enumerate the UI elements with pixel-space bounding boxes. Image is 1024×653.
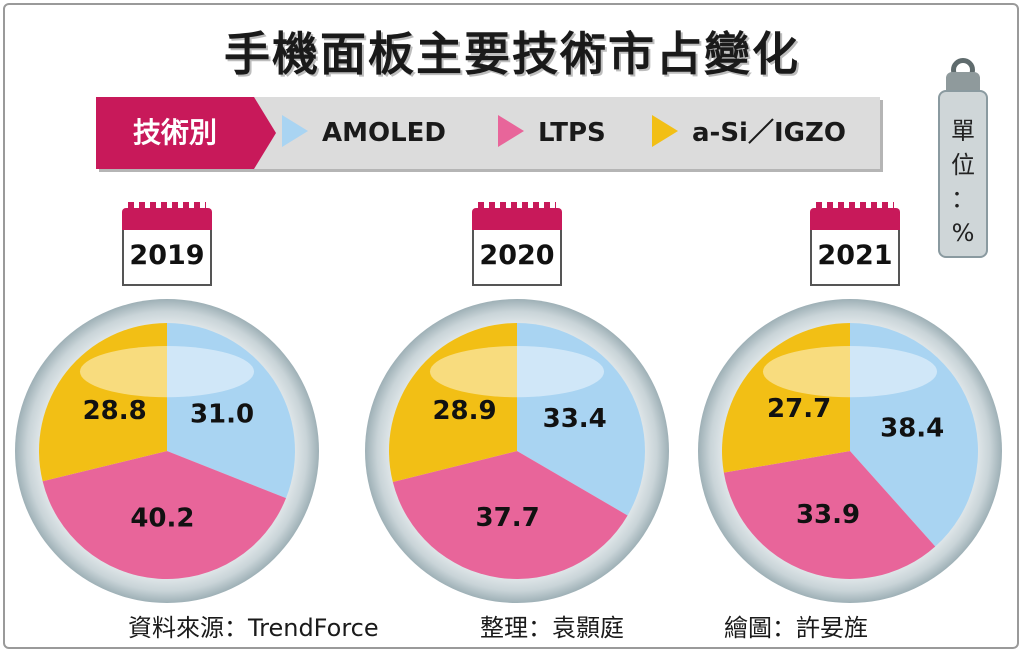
- legend-label: AMOLED: [322, 118, 447, 148]
- pie-slice: [42, 451, 287, 579]
- pie-slice: [39, 323, 167, 482]
- legend-triangle-icon: [652, 114, 678, 147]
- unit-char: 位: [951, 151, 975, 179]
- year-label: 2020: [472, 230, 562, 286]
- legend-triangle-icon: [282, 114, 308, 147]
- unit-char: 單: [951, 117, 975, 145]
- legend-item-asi-igzo: a-Si／IGZO: [652, 97, 846, 169]
- unit-char: ：: [951, 185, 975, 213]
- unit-char: %: [951, 219, 975, 247]
- pie-value-label: 38.4: [880, 413, 944, 443]
- pie-value-label: 31.0: [190, 400, 254, 430]
- calendar-icon-2019: 2019: [122, 202, 212, 286]
- chart-title: 手機面板主要技術市占變化: [224, 27, 800, 81]
- year-label: 2021: [810, 230, 900, 286]
- pie-slice: [389, 323, 517, 483]
- calendar-icon-2021: 2021: [810, 202, 900, 286]
- year-label: 2019: [122, 230, 212, 286]
- pie-gloss: [79, 346, 255, 398]
- chart-frame: [3, 3, 1019, 649]
- footer-source: 資料來源：TrendForce: [128, 614, 379, 642]
- pie-slice: [517, 323, 645, 516]
- pie-value-label: 37.7: [476, 503, 540, 533]
- pie-value-label: 27.7: [767, 394, 831, 424]
- pie-slice: [392, 451, 628, 580]
- pie-value-label: 28.8: [83, 396, 147, 426]
- pie-value-label: 33.9: [796, 500, 860, 530]
- legend-label: a-Si／IGZO: [692, 118, 846, 148]
- legend-item-ltps: LTPS: [498, 97, 606, 169]
- pie-slice: [167, 323, 295, 499]
- legend-item-amoled: AMOLED: [282, 97, 446, 169]
- unit-tag: 單 位 ： %: [938, 90, 988, 258]
- pie-gloss: [429, 346, 605, 398]
- legend-label: LTPS: [538, 118, 606, 148]
- pie-slice: [850, 323, 978, 547]
- pie-value-label: 33.4: [543, 404, 607, 434]
- calendar-icon-2020: 2020: [472, 202, 562, 286]
- pie-value-label: 40.2: [130, 503, 194, 533]
- pie-gloss: [762, 346, 938, 398]
- pie-2019: 31.0 40.2 28.8: [15, 299, 319, 603]
- footer-editor: 整理：袁顥庭: [480, 614, 624, 642]
- legend-triangle-icon: [498, 114, 524, 147]
- pie-2020: 33.4 37.7 28.9: [365, 299, 669, 603]
- footer-illustrator: 繪圖：許妟旌: [724, 614, 868, 642]
- pie-slice: [721, 323, 850, 473]
- legend-header: 技術別: [96, 97, 254, 169]
- legend-header-arrow: [254, 97, 276, 169]
- pie-2021: 38.4 33.9 27.7: [698, 299, 1002, 603]
- pie-value-label: 28.9: [432, 396, 496, 426]
- pie-slice: [723, 451, 936, 580]
